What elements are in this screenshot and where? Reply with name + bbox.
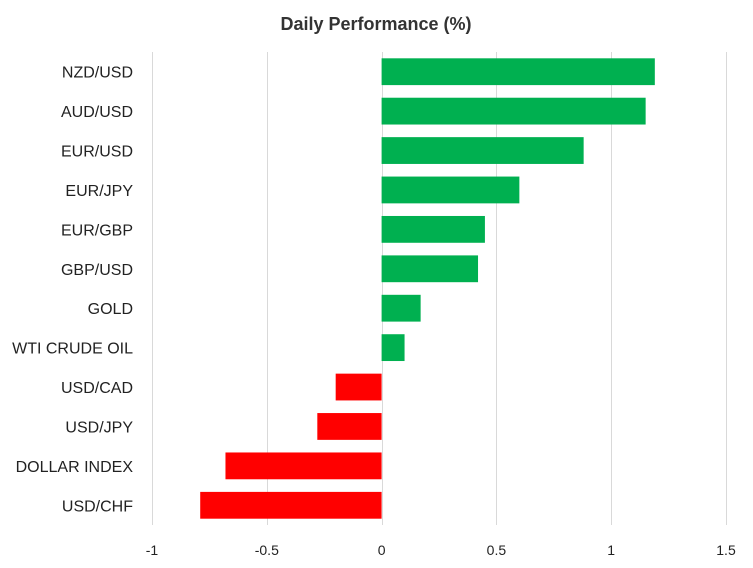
bar [381, 176, 520, 204]
bar [225, 452, 382, 480]
category-label: EUR/JPY [65, 183, 133, 200]
category-label: USD/JPY [65, 419, 133, 436]
category-label: AUD/USD [61, 104, 133, 121]
category-label: GOLD [88, 301, 133, 318]
x-tick-label: -1 [146, 542, 159, 558]
category-label: NZD/USD [62, 65, 133, 82]
x-tick-label: 0.5 [487, 542, 507, 558]
bar [381, 58, 655, 86]
bar [381, 137, 584, 164]
bar [335, 373, 382, 401]
bar [317, 413, 382, 440]
x-tick-label: 1 [607, 542, 615, 558]
x-axis-tick-labels: -1 -0.5 0 0.5 1 1.5 [146, 542, 736, 558]
bar [200, 491, 382, 519]
bar [381, 255, 479, 283]
category-label: USD/CHF [62, 498, 133, 515]
category-label: GBP/USD [61, 262, 133, 279]
bar [381, 97, 646, 125]
category-label: DOLLAR INDEX [16, 459, 134, 476]
category-label: EUR/USD [61, 144, 133, 161]
bars [200, 58, 655, 519]
x-tick-label: 0 [378, 542, 386, 558]
category-label: EUR/GBP [61, 222, 133, 239]
category-label: WTI CRUDE OIL [12, 341, 133, 358]
grid-lines [152, 52, 727, 525]
chart-title: Daily Performance (%) [280, 14, 471, 34]
bar [381, 215, 485, 243]
category-label: USD/CAD [61, 380, 133, 397]
bar [381, 294, 421, 322]
x-tick-label: -0.5 [255, 542, 279, 558]
x-tick-label: 1.5 [716, 542, 736, 558]
bar [381, 334, 405, 362]
category-labels: NZD/USD AUD/USD EUR/USD EUR/JPY EUR/GBP GBP/U… [12, 65, 133, 516]
